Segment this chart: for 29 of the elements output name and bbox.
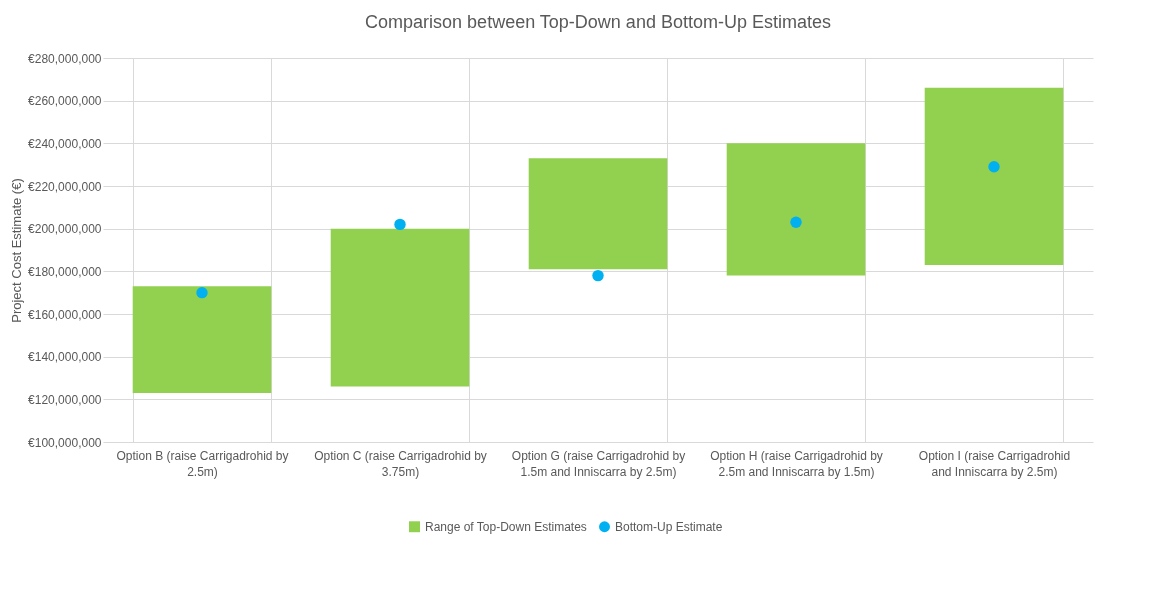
bar bbox=[726, 143, 866, 276]
bar bbox=[528, 158, 668, 270]
point bbox=[394, 218, 406, 231]
y-tick-label: €140,000,000 bbox=[28, 350, 102, 365]
point bbox=[790, 216, 802, 228]
x-tick-label: Option B (raise Carrigadrohid by 2.5m) bbox=[116, 448, 289, 479]
y-tick-label: €200,000,000 bbox=[28, 222, 102, 237]
y-tick-label: €180,000,000 bbox=[28, 264, 102, 279]
y-axis-title: Project Cost Estimate (€) bbox=[9, 178, 25, 323]
y-tick-label: €160,000,000 bbox=[28, 307, 102, 322]
point bbox=[988, 161, 1000, 173]
y-tick-label: €260,000,000 bbox=[28, 94, 102, 109]
x-tick-label: Option C (raise Carrigadrohid by 3.75m) bbox=[314, 448, 487, 479]
chart-title: Comparison between Top-Down and Bottom-Up Estimates bbox=[365, 12, 831, 32]
y-tick-label: €280,000,000 bbox=[28, 51, 102, 66]
point bbox=[592, 269, 604, 282]
y-tick-label: €120,000,000 bbox=[28, 392, 102, 407]
y-tick-label: €220,000,000 bbox=[28, 179, 102, 194]
legend-label: Range of Top-Down Estimates bbox=[425, 519, 587, 534]
y-tick-label: €240,000,000 bbox=[28, 136, 102, 151]
x-tick-label: Option H (raise Carrigadrohid by 2.5m and Inniscarra by 1.5m) bbox=[710, 448, 883, 479]
legend-label: Bottom-Up Estimate bbox=[615, 519, 723, 534]
x-tick-label: Option G (raise Carrigadrohid by 1.5m and Inniscarra by 2.5m) bbox=[511, 448, 686, 479]
point bbox=[196, 286, 208, 299]
x-tick-label: Option I (raise Carrigadrohid and Inniscarra by 2.5m) bbox=[918, 448, 1071, 479]
y-tick-label: €100,000,000 bbox=[28, 435, 102, 450]
bar bbox=[132, 286, 272, 393]
bar bbox=[330, 228, 470, 387]
bar bbox=[924, 87, 1064, 265]
